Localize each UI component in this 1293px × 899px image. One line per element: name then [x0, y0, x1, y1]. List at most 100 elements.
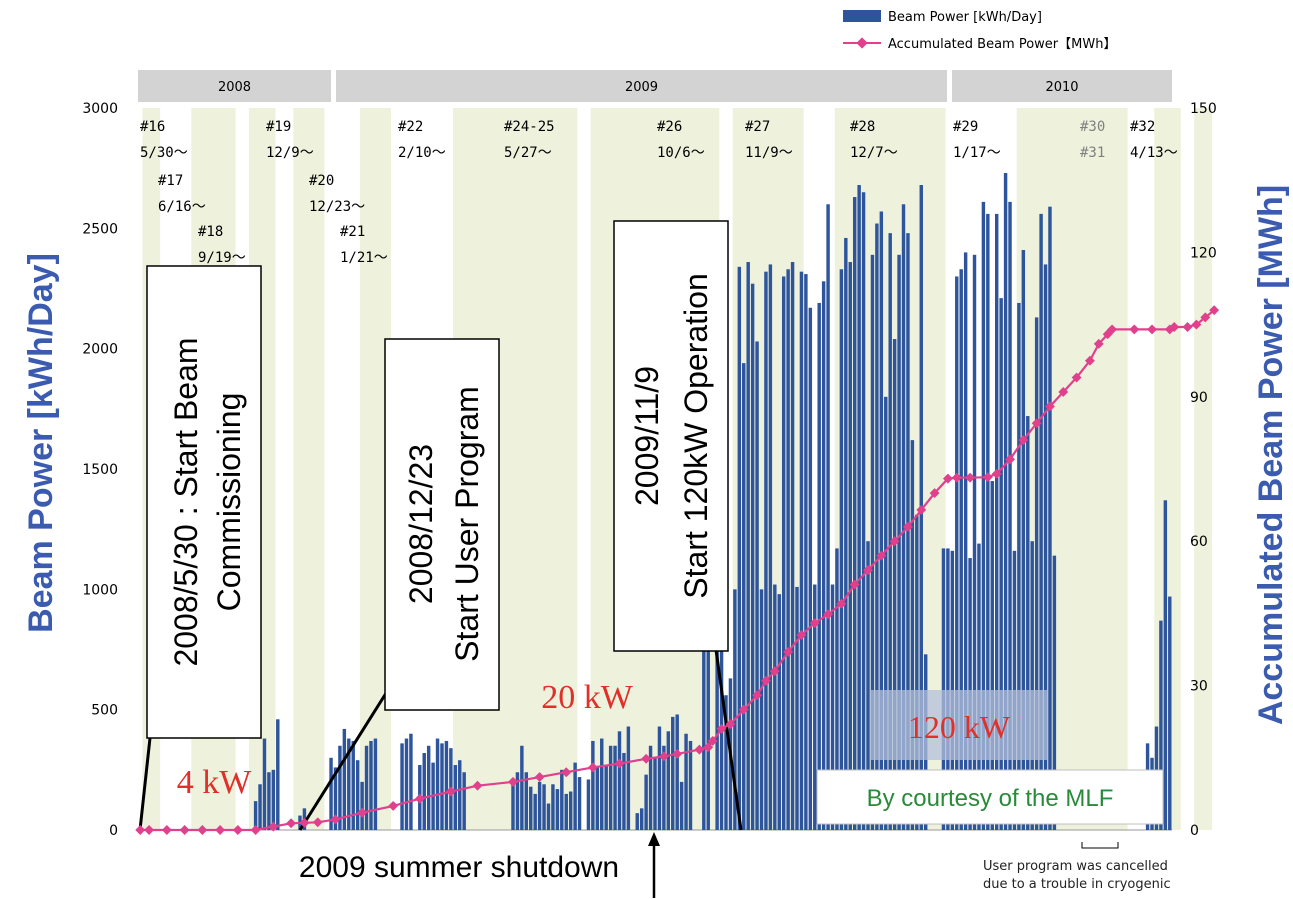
bar	[1043, 264, 1048, 830]
bar	[946, 548, 950, 830]
y-tick-label: 0	[109, 823, 118, 839]
bar	[830, 584, 835, 830]
bar	[622, 752, 626, 830]
run-id-label: #28	[850, 119, 875, 135]
bar	[742, 363, 746, 830]
commissioning-line1: 2008/5/30 : Start Beam	[168, 337, 204, 666]
legend-line-marker	[856, 37, 868, 49]
bar	[662, 745, 666, 830]
bar	[941, 548, 946, 830]
bar	[839, 269, 844, 830]
y2-tick-label: 0	[1190, 823, 1199, 839]
accumulated-point	[1045, 401, 1055, 412]
bar	[666, 731, 671, 830]
y-tick-label: 2000	[82, 342, 118, 358]
bar	[684, 733, 688, 830]
bar	[524, 772, 529, 830]
run-date-label: 1/17〜	[953, 145, 1001, 161]
run-date-label: 12/23〜	[309, 199, 365, 215]
bar	[1034, 317, 1039, 830]
accumulated-point	[903, 521, 913, 532]
accumulated-point	[836, 598, 847, 609]
bar	[258, 784, 262, 830]
accumulated-point	[1084, 355, 1095, 366]
run-date-label: 2/10〜	[398, 145, 446, 161]
run-band-12	[1194, 108, 1212, 830]
accumulated-point	[1107, 324, 1118, 335]
run-date-label: 1/21〜	[340, 250, 388, 266]
bar	[1021, 249, 1026, 830]
accumulated-point	[179, 825, 190, 835]
accumulated-point	[250, 825, 261, 835]
bar	[422, 752, 426, 830]
op120-line1: 2009/11/9	[629, 366, 665, 506]
bar	[746, 262, 750, 830]
bar	[351, 740, 355, 830]
accumulated-point	[472, 780, 483, 791]
accumulated-point	[694, 744, 705, 755]
bar	[533, 793, 537, 830]
bar	[750, 283, 755, 831]
accumulated-point	[965, 472, 976, 483]
accumulated-point	[738, 704, 749, 715]
accumulated-point	[299, 817, 310, 828]
accumulated-point	[916, 504, 927, 515]
accumulated-point	[1200, 312, 1211, 323]
bar	[808, 307, 813, 831]
accumulated-point	[641, 753, 652, 764]
bar	[604, 765, 608, 830]
bar	[852, 197, 857, 831]
run-date-label: 12/7〜	[850, 145, 898, 161]
year-box-2	[952, 70, 1172, 102]
accumulated-point	[197, 825, 208, 835]
accumulated-point	[1182, 322, 1193, 332]
y-tick-label: 1000	[82, 582, 118, 598]
bar	[369, 740, 373, 830]
bar	[595, 767, 600, 830]
accumulated-point	[268, 821, 279, 832]
accumulated-point	[508, 776, 518, 787]
bar	[644, 774, 648, 830]
bar	[848, 262, 852, 830]
bar	[577, 777, 582, 830]
bar	[520, 745, 524, 830]
accumulated-point	[752, 690, 763, 701]
bar	[915, 514, 919, 830]
run-id-label: #22	[398, 119, 423, 135]
y2-tick-label: 90	[1190, 390, 1208, 406]
bar	[844, 237, 848, 830]
bar	[977, 543, 981, 830]
shutdown-label: 2009 summer shutdown	[299, 851, 619, 884]
bar	[626, 726, 631, 830]
bar	[355, 760, 360, 830]
bar	[990, 481, 994, 830]
accumulated-point	[534, 772, 545, 783]
run-id-label: #26	[657, 119, 682, 135]
bar	[648, 745, 653, 830]
bar	[972, 254, 977, 831]
accumulated-point	[991, 468, 1002, 479]
bar	[981, 201, 986, 831]
bar	[1168, 596, 1172, 830]
bar	[440, 743, 444, 830]
accumulated-point	[1209, 305, 1220, 316]
bar	[861, 192, 866, 830]
bar	[781, 276, 786, 830]
bar	[253, 801, 258, 830]
y2-axis-title: Accumulated Beam Power [MWh]	[1252, 185, 1290, 725]
run-id-label: #18	[198, 224, 223, 240]
accumulated-point	[357, 807, 368, 818]
y-tick-label: 500	[91, 703, 118, 719]
accumulated-point	[703, 742, 714, 753]
bar	[884, 396, 888, 830]
accumulated-point	[1129, 324, 1140, 335]
bar	[373, 738, 378, 830]
accumulated-point	[658, 751, 669, 762]
accumulated-line-path	[140, 309, 1215, 832]
bar	[608, 745, 613, 830]
run-date-label: 5/27〜	[504, 145, 552, 161]
kw20-label: 20 kW	[541, 679, 634, 716]
run-band-11	[1154, 108, 1181, 830]
bar	[773, 584, 777, 830]
annotation-user-program: 2008/12/23 Start User Program	[384, 338, 500, 711]
